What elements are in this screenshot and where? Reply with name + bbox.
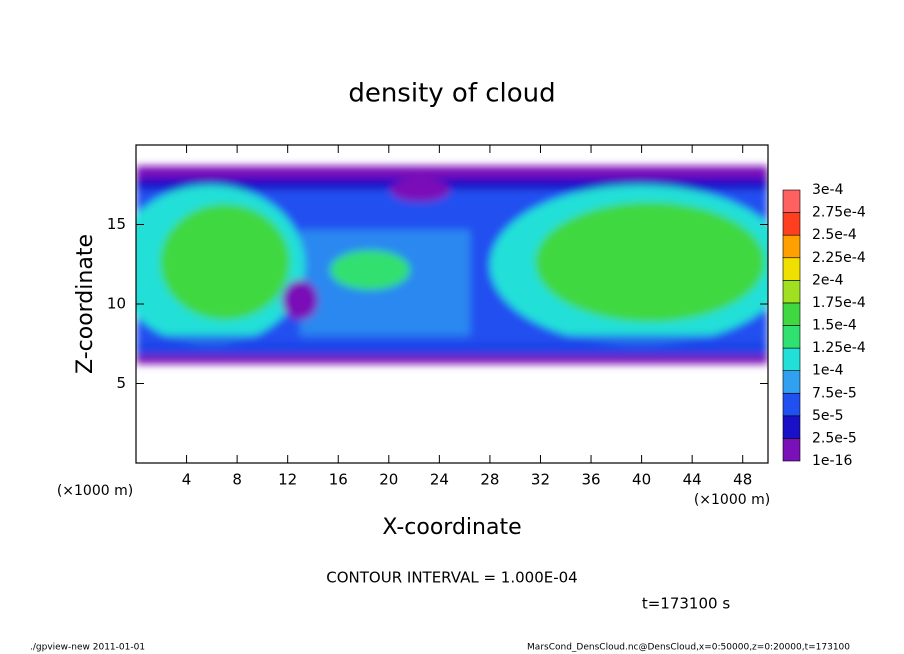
x-tick-label: 48: [733, 471, 752, 489]
colorbar-box: [782, 212, 801, 236]
colorbar-label: 2.5e-4: [812, 227, 857, 243]
footer-right: MarsCond_DensCloud.nc@DensCloud,x=0:5000…: [527, 643, 850, 653]
colorbar-label: 3e-4: [812, 182, 844, 198]
x-tick-label: 32: [531, 471, 550, 489]
annotation: CONTOUR INTERVAL = 1.000E-04: [326, 569, 577, 587]
colorbar-box: [782, 370, 801, 394]
x-tick-label: 20: [379, 471, 398, 489]
colorbar-label: 1.75e-4: [812, 295, 866, 311]
x-axis-label: X-coordinate: [382, 515, 521, 540]
x-unit: (×1000 m): [694, 492, 770, 508]
x-tick-label: 12: [278, 471, 297, 489]
colorbar-label: 1e-4: [812, 363, 844, 379]
x-tick-label: 36: [581, 471, 600, 489]
y-tick-label: 10: [107, 295, 126, 313]
colorbar-box: [782, 280, 801, 304]
x-tick-label: 16: [329, 471, 348, 489]
colorbar-box: [782, 392, 801, 417]
colorbar-label: 2.25e-4: [812, 250, 866, 266]
y-tick-label: 5: [116, 374, 126, 392]
colorbar-label: 1e-16: [812, 453, 852, 469]
x-tick-label: 24: [430, 471, 449, 489]
colorbar-box: [782, 415, 801, 439]
colorbar-label: 2.75e-4: [812, 205, 866, 221]
colorbar-box: [782, 302, 801, 326]
colorbar-box: [782, 438, 801, 462]
colorbar-box: [782, 189, 801, 213]
x-tick-label: 40: [632, 471, 651, 489]
x-tick-label: 8: [232, 471, 242, 489]
colorbar-label: 1.5e-4: [812, 318, 857, 334]
annotation: t=173100 s: [642, 595, 730, 613]
colorbar-label: 1.25e-4: [812, 340, 866, 356]
field: [136, 166, 768, 364]
colorbar-label: 5e-5: [812, 408, 843, 424]
x-tick-label: 4: [182, 471, 192, 489]
colorbar-box: [782, 347, 801, 371]
y-axis-label: Z-coordinate: [73, 234, 98, 374]
x-tick-label: 28: [480, 471, 499, 489]
x-tick-label: 44: [683, 471, 702, 489]
y-unit: (×1000 m): [57, 483, 133, 499]
y-tick-label: 15: [107, 215, 126, 233]
footer-left: ./gpview-new 2011-01-01: [30, 643, 145, 653]
colorbar-box: [782, 257, 801, 281]
colorbar-box: [782, 325, 801, 349]
colorbar-label: 2.5e-5: [812, 430, 857, 446]
chart-title: density of cloud: [348, 79, 555, 109]
colorbar-label: 2e-4: [812, 272, 844, 288]
colorbar-label: 7.5e-5: [812, 385, 857, 401]
colorbar-box: [782, 234, 801, 259]
